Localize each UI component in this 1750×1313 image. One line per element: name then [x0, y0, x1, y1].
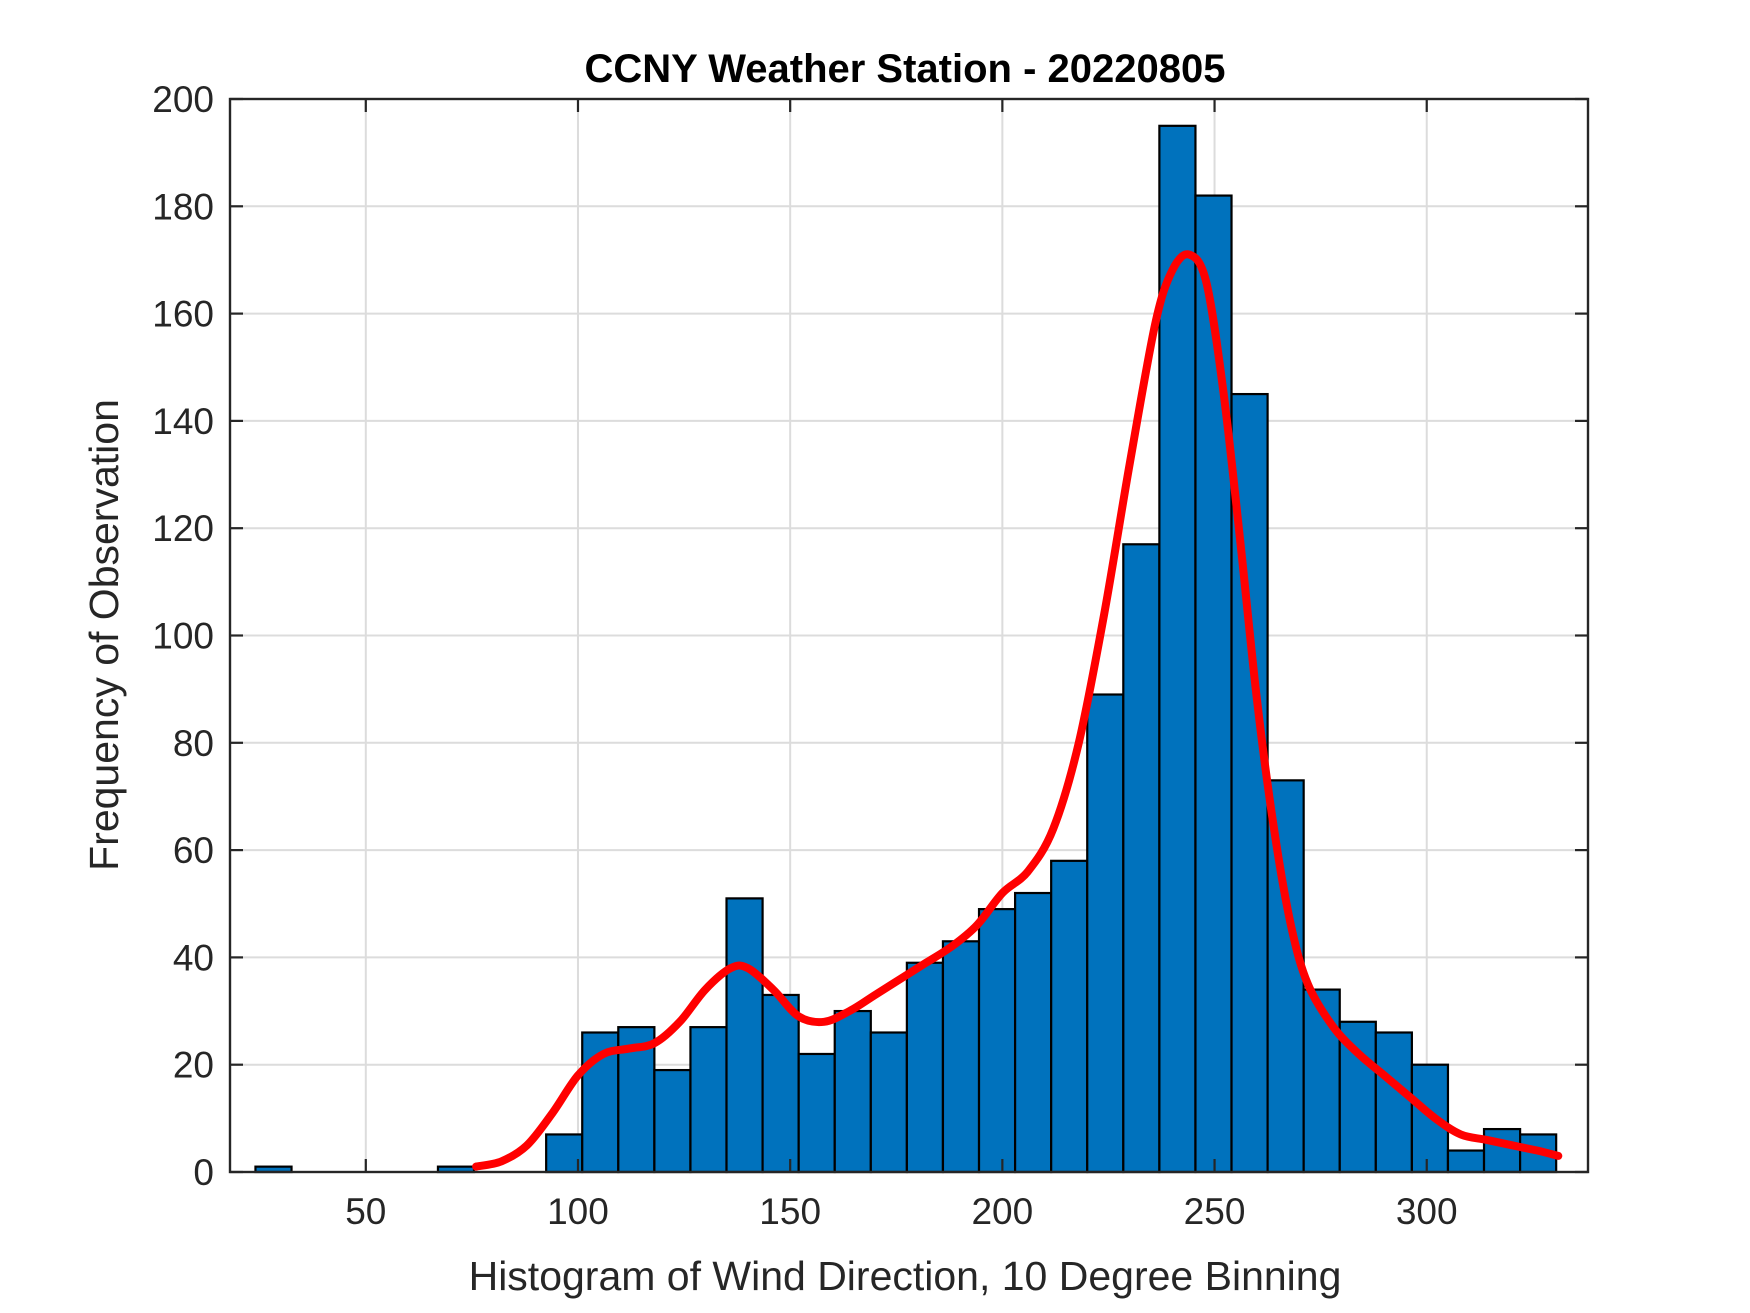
histogram-bar-5 — [653, 1068, 692, 1174]
histogram-bar-11 — [869, 1031, 908, 1174]
histogram-bar-8 — [761, 993, 800, 1174]
x-tick-label-200: 200 — [971, 1191, 1033, 1232]
histogram-bar-27 — [1446, 1149, 1486, 1174]
x-tick-label-150: 150 — [759, 1191, 821, 1232]
y-tick-label-60: 60 — [173, 830, 214, 871]
grid-lines — [230, 98, 1588, 1173]
histogram-bar-25 — [1374, 1031, 1413, 1174]
tick-labels: 50 100 150 200 250 300 0 20 40 60 80 100 120 140 160 18… — [152, 79, 1457, 1232]
y-axis-label: Frequency of Observation — [81, 399, 127, 871]
fit-curve-group — [472, 250, 1563, 1171]
x-tick-label-50: 50 — [345, 1191, 386, 1232]
histogram-bar-9 — [797, 1052, 836, 1174]
histogram-bar-7 — [725, 897, 764, 1174]
histogram-bars — [254, 124, 1558, 1174]
y-tick-label-120: 120 — [152, 508, 214, 549]
y-tick-label-140: 140 — [152, 401, 214, 442]
fit-curve — [472, 250, 1563, 1171]
histogram-bar-16 — [1050, 859, 1089, 1174]
histogram-bar-13 — [941, 940, 981, 1174]
histogram-bar-28 — [1482, 1127, 1522, 1174]
x-axis-label: Histogram of Wind Direction, 10 Degree B… — [469, 1253, 1342, 1299]
histogram-bar-17 — [1086, 693, 1125, 1174]
y-tick-label-200: 200 — [152, 79, 214, 120]
histogram-bar-14 — [977, 908, 1017, 1174]
x-tick-label-300: 300 — [1396, 1191, 1458, 1232]
y-tick-label-20: 20 — [173, 1045, 214, 1086]
histogram-bar-18 — [1122, 543, 1161, 1174]
x-tick-label-250: 250 — [1184, 1191, 1246, 1232]
histogram-bar-12 — [905, 961, 945, 1174]
y-tick-label-180: 180 — [152, 186, 214, 227]
histogram-bar-20 — [1194, 194, 1233, 1174]
histogram-bar-6 — [689, 1026, 728, 1174]
histogram-bar-10 — [833, 1009, 872, 1174]
chart-title: CCNY Weather Station - 20220805 — [585, 47, 1226, 91]
x-tick-label-100: 100 — [547, 1191, 609, 1232]
y-tick-label-40: 40 — [173, 937, 214, 978]
y-tick-label-100: 100 — [152, 616, 214, 657]
y-tick-label-160: 160 — [152, 294, 214, 335]
y-tick-label-80: 80 — [173, 723, 214, 764]
y-tick-label-0: 0 — [193, 1152, 214, 1193]
axes — [228, 97, 1590, 1174]
histogram-bar-2 — [545, 1133, 584, 1174]
histogram-bar-15 — [1013, 891, 1053, 1174]
